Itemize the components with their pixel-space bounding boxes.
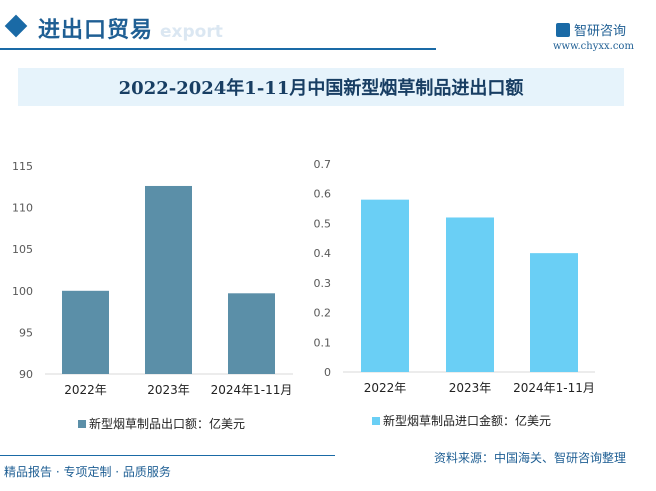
- y-tick-label: 0.4: [314, 247, 332, 260]
- legend-import: 新型烟草制品进口金额：亿美元: [372, 412, 551, 429]
- x-tick-label: 2023年: [147, 383, 190, 397]
- section-title: 进出口贸易: [38, 18, 154, 43]
- logo-icon: [556, 22, 570, 37]
- logo: 智研咨询: [556, 20, 626, 39]
- y-tick-label: 115: [12, 160, 33, 173]
- y-tick-label: 110: [12, 202, 33, 215]
- chart-title: 2022-2024年1-11月中国新型烟草制品进出口额: [118, 78, 524, 99]
- bar: [530, 253, 578, 372]
- y-tick-label: 90: [19, 368, 33, 381]
- y-tick-label: 95: [19, 326, 33, 339]
- legend-label: 新型烟草制品出口额：亿美元: [89, 417, 246, 431]
- y-tick-label: 0: [324, 366, 331, 379]
- footer-slogan: 精品报告 · 专项定制 · 品质服务: [4, 465, 171, 479]
- legend-swatch: [372, 416, 380, 425]
- x-tick-label: 2023年: [449, 381, 492, 395]
- y-tick-label: 0.6: [314, 188, 332, 201]
- header-divider: [0, 48, 436, 50]
- y-tick-label: 0.1: [314, 336, 332, 349]
- bar: [361, 199, 409, 372]
- y-tick-label: 0.2: [314, 307, 332, 320]
- website-url: www.chyxx.com: [553, 41, 634, 52]
- bar: [145, 185, 192, 374]
- logo-text: 智研咨询: [574, 24, 627, 39]
- y-tick-label: 0.5: [314, 217, 332, 230]
- footer-divider: [0, 455, 335, 456]
- y-tick-label: 0.7: [314, 158, 332, 171]
- bar: [62, 290, 109, 374]
- data-source: 资料来源：中国海关、智研咨询整理: [434, 451, 627, 465]
- legend-label: 新型烟草制品进口金额：亿美元: [383, 414, 552, 428]
- x-tick-label: 2022年: [64, 383, 107, 397]
- bar: [228, 293, 275, 374]
- x-tick-label: 2024年1-11月: [513, 381, 595, 395]
- x-tick-label: 2022年: [364, 381, 407, 395]
- ghost-subtitle: export: [160, 22, 223, 42]
- x-tick-label: 2024年1-11月: [211, 383, 293, 397]
- legend-swatch: [78, 419, 86, 428]
- legend-export: 新型烟草制品出口额：亿美元: [78, 415, 245, 432]
- chart-title-box: 2022-2024年1-11月中国新型烟草制品进出口额: [18, 68, 624, 106]
- y-tick-label: 0.3: [314, 277, 332, 290]
- y-tick-label: 105: [12, 243, 33, 256]
- y-tick-label: 100: [12, 285, 33, 298]
- bar: [446, 217, 494, 372]
